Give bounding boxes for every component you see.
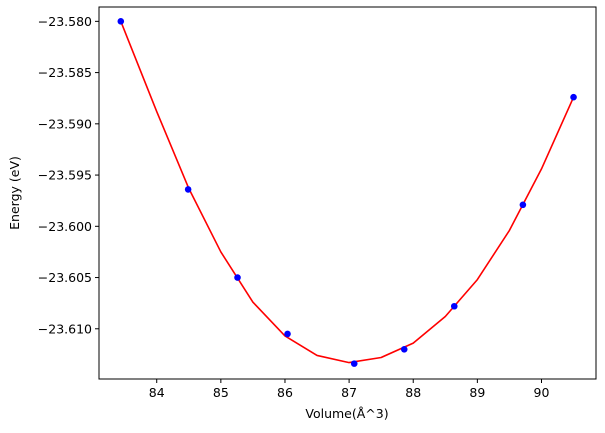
x-tick-label: 86 xyxy=(277,385,293,400)
y-tick-label: −23.605 xyxy=(38,270,92,285)
y-axis-label: Energy (eV) xyxy=(7,156,22,230)
x-tick-label: 87 xyxy=(341,385,357,400)
data-point xyxy=(570,93,577,101)
fit-curve-layer xyxy=(120,20,575,364)
data-point xyxy=(519,201,527,209)
data-point xyxy=(234,274,241,281)
y-tick-label: −23.610 xyxy=(38,321,92,336)
fit-curve-line xyxy=(120,20,575,364)
x-tick-label: 89 xyxy=(469,385,485,400)
data-point xyxy=(450,302,458,310)
x-tick-label: 88 xyxy=(405,385,421,400)
data-point xyxy=(350,360,358,367)
x-tick-label: 90 xyxy=(534,385,550,400)
x-axis-label: Volume(Å^3) xyxy=(305,406,388,421)
x-tick-label: 85 xyxy=(213,385,229,400)
y-tick-label: −23.595 xyxy=(38,168,92,183)
y-tick-label: −23.590 xyxy=(38,116,92,131)
data-point xyxy=(117,18,125,25)
data-points-layer xyxy=(117,18,577,367)
y-tick-label: −23.585 xyxy=(38,65,92,80)
data-point xyxy=(284,330,291,338)
data-point xyxy=(184,186,192,193)
y-tick-label: −23.600 xyxy=(38,219,92,234)
x-axis-ticks: 84 85 86 87 88 89 90 xyxy=(149,379,550,400)
data-point xyxy=(400,345,408,353)
y-axis-ticks: −23.580 −23.585 −23.590 −23.595 −23.600 −23.6… xyxy=(38,14,99,336)
plot-frame xyxy=(98,6,597,380)
x-tick-label: 84 xyxy=(149,385,165,400)
y-tick-label: −23.580 xyxy=(38,14,92,29)
